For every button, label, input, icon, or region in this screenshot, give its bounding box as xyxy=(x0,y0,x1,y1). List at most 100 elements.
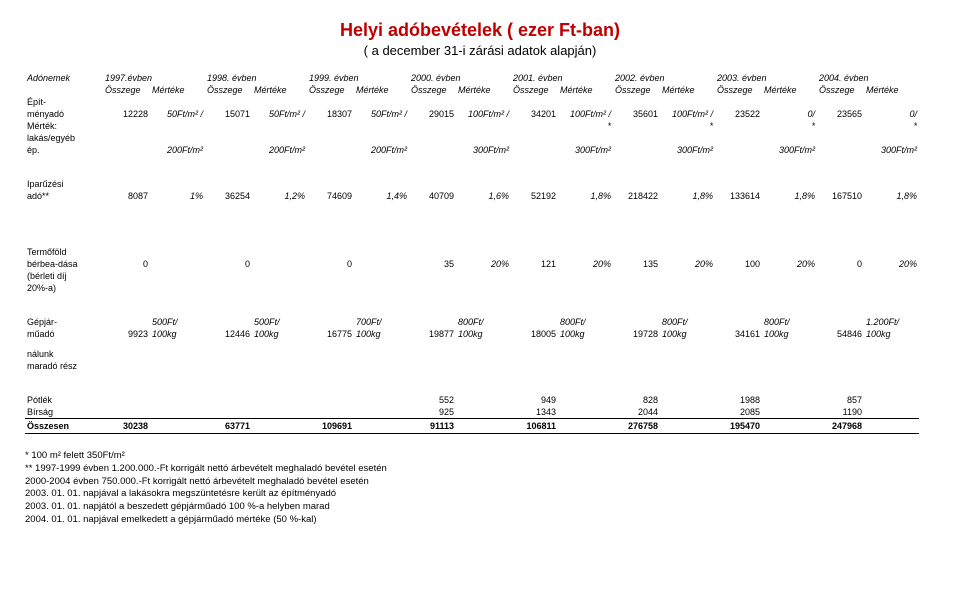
table-cell: 9923 xyxy=(103,328,150,340)
table-cell xyxy=(354,282,409,294)
table-cell: 1,6% xyxy=(456,190,511,202)
table-cell xyxy=(660,418,715,434)
table-cell xyxy=(103,348,150,360)
table-cell: 54846 xyxy=(817,328,864,340)
table-cell xyxy=(613,120,660,132)
table-cell xyxy=(456,360,511,372)
table-cell: 20% xyxy=(762,258,817,270)
table-cell xyxy=(456,178,511,190)
table-cell xyxy=(205,406,252,418)
footnote-line: 2003. 01. 01. napjától a beszedett gépjá… xyxy=(25,501,935,514)
table-cell xyxy=(558,270,613,282)
table-cell xyxy=(511,246,558,258)
table-cell: 100kg xyxy=(252,328,307,340)
table-cell xyxy=(817,178,864,190)
table-cell: 2001. évben xyxy=(511,72,613,84)
table-cell: 36254 xyxy=(205,190,252,202)
table-cell xyxy=(205,96,252,108)
table-cell: 1,8% xyxy=(762,190,817,202)
table-cell xyxy=(613,132,660,144)
table-cell xyxy=(103,120,150,132)
table-cell: Mértéke xyxy=(456,84,511,96)
table-cell xyxy=(660,246,715,258)
table-cell xyxy=(205,360,252,372)
table-cell: Mérték: xyxy=(25,120,103,132)
data-table: Adónemek1997.évben1998. évben1999. évben… xyxy=(25,72,919,434)
table-cell xyxy=(864,96,919,108)
table-cell: 2004. évben xyxy=(817,72,919,84)
table-cell xyxy=(715,316,762,328)
table-cell xyxy=(715,348,762,360)
table-cell xyxy=(205,316,252,328)
table-cell xyxy=(558,282,613,294)
table-cell xyxy=(715,270,762,282)
table-cell: 857 xyxy=(817,394,864,406)
table-cell: 34201 xyxy=(511,108,558,120)
table-cell: 29015 xyxy=(409,108,456,120)
table-cell: 18005 xyxy=(511,328,558,340)
table-cell xyxy=(456,246,511,258)
table-cell: Iparűzési xyxy=(25,178,103,190)
table-cell: 35 xyxy=(409,258,456,270)
table-cell xyxy=(660,178,715,190)
table-cell: Összege xyxy=(307,84,354,96)
table-cell xyxy=(252,270,307,282)
table-cell xyxy=(103,316,150,328)
table-cell xyxy=(817,316,864,328)
table-cell xyxy=(354,120,409,132)
table-cell xyxy=(409,132,456,144)
table-cell xyxy=(252,348,307,360)
table-cell xyxy=(307,406,354,418)
table-cell: 100 xyxy=(715,258,762,270)
table-cell: 50Ft/m² / xyxy=(252,108,307,120)
table-cell: Összege xyxy=(205,84,252,96)
table-cell xyxy=(762,132,817,144)
table-cell: 1% xyxy=(150,190,205,202)
table-cell: 18307 xyxy=(307,108,354,120)
table-cell: 50Ft/m² / xyxy=(354,108,409,120)
table-cell xyxy=(613,178,660,190)
table-cell: 100kg xyxy=(660,328,715,340)
table-cell: 12446 xyxy=(205,328,252,340)
table-cell: 30238 xyxy=(103,418,150,434)
table-cell xyxy=(150,178,205,190)
table-cell xyxy=(511,270,558,282)
table-cell xyxy=(762,406,817,418)
table-cell: 0 xyxy=(817,258,864,270)
table-cell xyxy=(307,120,354,132)
table-cell xyxy=(205,348,252,360)
table-cell xyxy=(511,96,558,108)
table-cell xyxy=(817,120,864,132)
table-cell: 276758 xyxy=(613,418,660,434)
table-cell: Összege xyxy=(409,84,456,96)
table-cell xyxy=(511,348,558,360)
table-cell: 1,8% xyxy=(660,190,715,202)
table-cell xyxy=(103,178,150,190)
table-cell xyxy=(864,360,919,372)
table-cell: Mértéke xyxy=(252,84,307,96)
table-cell xyxy=(103,394,150,406)
table-cell xyxy=(252,360,307,372)
table-cell xyxy=(864,394,919,406)
table-cell xyxy=(762,246,817,258)
table-cell: 34161 xyxy=(715,328,762,340)
table-cell xyxy=(307,316,354,328)
table-cell xyxy=(103,144,150,156)
table-cell: 552 xyxy=(409,394,456,406)
table-cell xyxy=(762,418,817,434)
table-cell xyxy=(307,96,354,108)
table-cell: 1988 xyxy=(715,394,762,406)
table-cell xyxy=(205,178,252,190)
table-cell: Épít- xyxy=(25,96,103,108)
table-cell xyxy=(103,360,150,372)
table-cell: 1997.évben xyxy=(103,72,205,84)
table-cell xyxy=(307,394,354,406)
table-cell xyxy=(252,132,307,144)
table-cell xyxy=(150,282,205,294)
table-cell: 100kg xyxy=(864,328,919,340)
table-cell: 100kg xyxy=(150,328,205,340)
table-cell xyxy=(307,246,354,258)
table-cell xyxy=(205,144,252,156)
table-cell xyxy=(307,178,354,190)
table-cell xyxy=(613,270,660,282)
